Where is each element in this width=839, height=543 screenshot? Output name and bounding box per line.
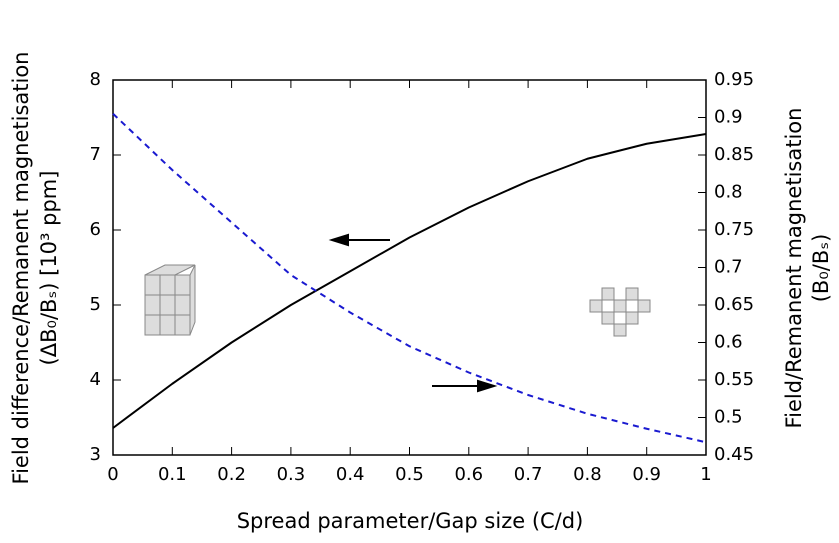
y2-tick-label: 0.8 (714, 182, 743, 203)
plot-frame (112, 79, 707, 456)
magnet-inset-left (144, 264, 196, 336)
x-tick-label: 0 (107, 464, 118, 485)
series-line (112, 133, 707, 429)
y2-tick-label: 0.65 (714, 294, 754, 315)
series-line (112, 113, 707, 444)
y-axis-label: Field difference/Remanent magnetisation (9, 52, 33, 485)
y2-tick-label: 0.7 (714, 257, 743, 278)
arrow-right (432, 379, 498, 393)
y2-tick-label: 0.45 (714, 444, 754, 465)
x-tick-label: 0.3 (277, 464, 306, 485)
y-axis-label: (ΔB₀/Bₛ) [10³ ppm] (37, 171, 61, 366)
x-tick-label: 0.1 (158, 464, 187, 485)
y2-tick-label: 0.85 (714, 144, 754, 165)
y2-tick-label: 0.6 (714, 332, 743, 353)
magnet-inset-right (589, 287, 651, 337)
y2-tick-label: 0.75 (714, 219, 754, 240)
y-tick-label: 5 (90, 294, 101, 315)
x-tick-label: 0.5 (395, 464, 424, 485)
x-tick-label: 0.8 (573, 464, 602, 485)
y2-axis-label: (B₀/Bₛ) (809, 234, 833, 303)
x-axis-label: Spread parameter/Gap size (C/d) (237, 509, 584, 533)
x-tick-label: 0.7 (514, 464, 543, 485)
y-tick-label: 3 (90, 444, 101, 465)
y-tick-label: 8 (90, 69, 101, 90)
x-tick-label: 0.4 (336, 464, 365, 485)
y2-axis-label: Field/Remanent magnetisation (782, 108, 806, 429)
y-tick-label: 7 (90, 144, 101, 165)
y2-tick-label: 0.55 (714, 369, 754, 390)
y-tick-label: 4 (90, 369, 101, 390)
x-tick-label: 0.2 (217, 464, 246, 485)
x-tick-label: 0.6 (454, 464, 483, 485)
x-tick-label: 0.9 (632, 464, 661, 485)
arrow-left (328, 233, 390, 247)
y2-tick-label: 0.5 (714, 407, 743, 428)
y2-tick-label: 0.95 (714, 69, 754, 90)
y2-tick-label: 0.9 (714, 107, 743, 128)
x-tick-label: 1 (700, 464, 711, 485)
y-tick-label: 6 (90, 219, 101, 240)
